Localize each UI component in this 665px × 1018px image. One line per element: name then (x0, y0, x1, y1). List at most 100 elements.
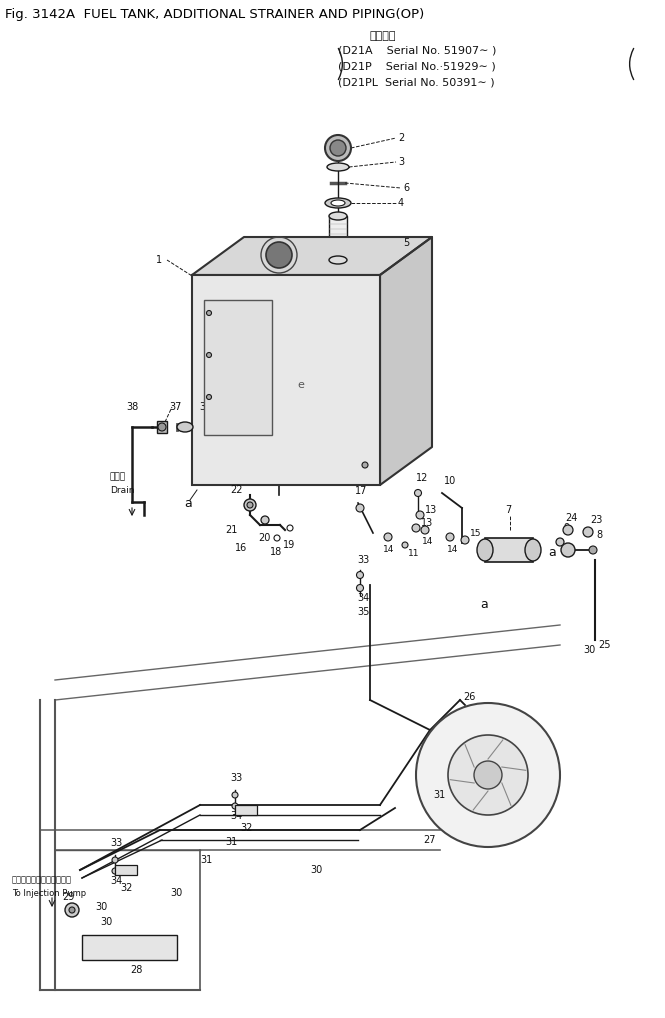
Text: 30: 30 (583, 645, 595, 655)
Text: 3: 3 (398, 157, 404, 167)
Circle shape (325, 135, 351, 161)
Circle shape (69, 907, 75, 913)
Text: 23: 23 (590, 515, 602, 525)
Circle shape (414, 490, 422, 497)
Circle shape (416, 511, 424, 519)
Text: (D21PL  Serial No. 50391∼ ): (D21PL Serial No. 50391∼ ) (338, 77, 495, 87)
Text: 20: 20 (258, 533, 271, 543)
Text: 適用号機: 適用号機 (370, 31, 396, 41)
Ellipse shape (477, 539, 493, 561)
Circle shape (287, 525, 293, 531)
Text: Fig. 3142A  FUEL TANK, ADDITIONAL STRAINER AND PIPING(OP): Fig. 3142A FUEL TANK, ADDITIONAL STRAINE… (5, 7, 424, 20)
Circle shape (356, 504, 364, 512)
Circle shape (416, 703, 560, 847)
Text: 30: 30 (100, 917, 112, 927)
Text: a: a (548, 546, 556, 559)
Text: 25: 25 (598, 640, 610, 651)
Circle shape (158, 423, 166, 431)
Text: a: a (184, 497, 192, 509)
Circle shape (474, 761, 502, 789)
Circle shape (563, 525, 573, 535)
Text: e: e (297, 380, 304, 390)
Text: 33: 33 (110, 838, 122, 848)
Text: Drain: Drain (110, 486, 134, 495)
Circle shape (244, 499, 256, 511)
Text: 14: 14 (447, 545, 458, 554)
Text: 34: 34 (357, 593, 369, 603)
Text: 35: 35 (357, 607, 369, 617)
Text: 36: 36 (199, 402, 211, 412)
Circle shape (556, 538, 564, 546)
Circle shape (561, 543, 575, 557)
Text: 26: 26 (463, 692, 475, 702)
Bar (204, 300, 272, 435)
Text: 31: 31 (433, 790, 446, 800)
Text: 16: 16 (235, 543, 247, 553)
Text: 18: 18 (270, 547, 282, 557)
Text: 34: 34 (110, 876, 122, 886)
Text: 14: 14 (383, 546, 394, 555)
Circle shape (112, 868, 118, 874)
Text: 10: 10 (444, 476, 456, 486)
Text: (D21P    Serial No.·51929∼ ): (D21P Serial No.·51929∼ ) (338, 61, 495, 71)
Text: ドレン: ドレン (110, 472, 126, 482)
Text: 32: 32 (120, 883, 132, 893)
Text: 21: 21 (225, 525, 237, 535)
Ellipse shape (177, 422, 193, 432)
Text: 27: 27 (423, 835, 436, 845)
Circle shape (446, 533, 454, 541)
Text: 14: 14 (422, 538, 434, 547)
Circle shape (356, 571, 364, 578)
Text: 13: 13 (425, 505, 438, 515)
Text: To Injection Pump: To Injection Pump (12, 889, 86, 898)
Circle shape (330, 140, 346, 156)
Text: 34: 34 (230, 811, 242, 821)
Text: 11: 11 (408, 549, 420, 558)
Text: 5: 5 (403, 238, 409, 248)
Circle shape (247, 502, 253, 508)
Circle shape (402, 542, 408, 548)
Polygon shape (192, 237, 432, 275)
Text: インジェクションポンプへ: インジェクションポンプへ (12, 875, 72, 885)
Circle shape (274, 535, 280, 541)
Circle shape (362, 462, 368, 468)
Bar (235, 805, 257, 815)
Text: 33: 33 (357, 555, 369, 565)
Ellipse shape (325, 197, 351, 208)
Text: 29: 29 (62, 892, 74, 902)
Text: 13: 13 (421, 518, 434, 528)
Text: 33: 33 (230, 773, 242, 783)
Text: 28: 28 (130, 965, 142, 975)
Circle shape (356, 584, 364, 591)
Text: 30: 30 (170, 888, 182, 898)
Circle shape (461, 536, 469, 544)
Ellipse shape (327, 163, 349, 171)
Text: 7: 7 (505, 505, 511, 515)
Text: 30: 30 (95, 902, 107, 912)
Ellipse shape (329, 256, 347, 264)
Circle shape (589, 546, 597, 554)
Polygon shape (380, 237, 432, 485)
Text: 38: 38 (126, 402, 138, 412)
Bar (329, 216, 347, 260)
Text: 15: 15 (470, 528, 481, 538)
Text: 4: 4 (398, 197, 404, 208)
Text: 1: 1 (156, 254, 162, 265)
Circle shape (421, 526, 429, 534)
Text: 32: 32 (240, 823, 253, 833)
Circle shape (448, 735, 528, 815)
Circle shape (266, 242, 292, 268)
Circle shape (207, 395, 211, 399)
Text: 31: 31 (225, 837, 237, 847)
Circle shape (207, 352, 211, 357)
Text: 24: 24 (565, 513, 577, 523)
Bar (485, 538, 533, 562)
Text: 12: 12 (416, 473, 428, 483)
Bar (82, 935, 177, 960)
Bar (192, 275, 380, 485)
Circle shape (65, 903, 79, 917)
Bar (157, 421, 167, 433)
Text: 2: 2 (398, 133, 404, 143)
Circle shape (412, 524, 420, 532)
Circle shape (232, 803, 238, 809)
